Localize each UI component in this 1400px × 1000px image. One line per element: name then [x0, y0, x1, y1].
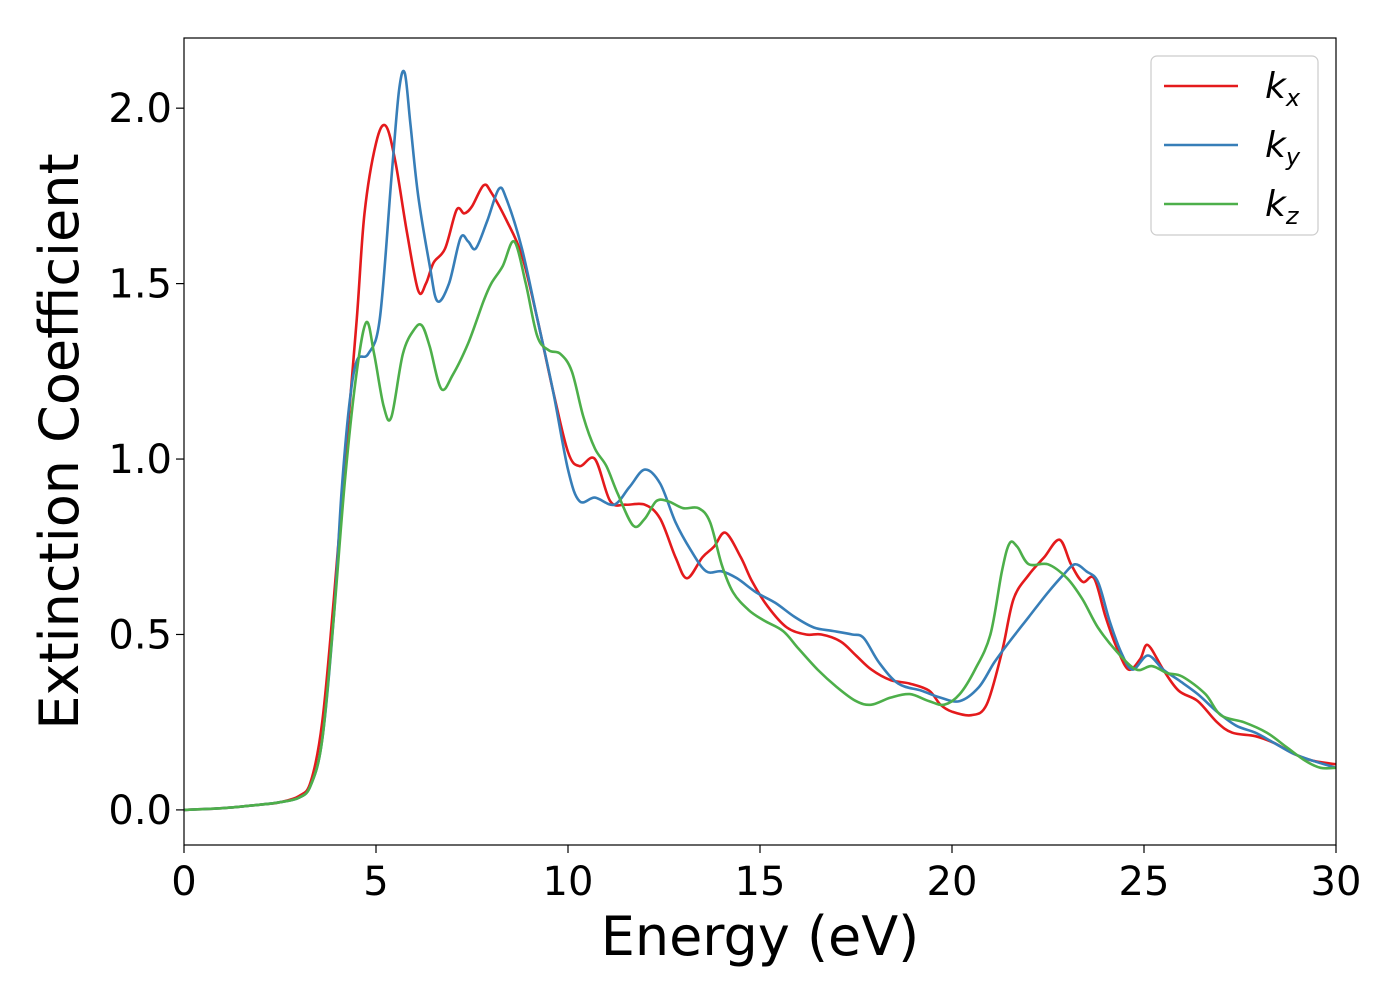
x-tick-label: 15	[735, 859, 786, 905]
legend-label-y: ky	[1265, 125, 1301, 171]
x-tick-label: 30	[1311, 859, 1362, 905]
x-tick-label: 0	[171, 859, 196, 905]
legend-label-x: kx	[1265, 66, 1301, 112]
x-axis-label: Energy (eV)	[601, 905, 920, 968]
legend-label-subscript: x	[1285, 84, 1301, 112]
x-tick-label: 20	[927, 859, 978, 905]
series-layer	[184, 69, 1336, 812]
y-axis-ticks: 0.0 0.5 1.0 1.5 2.0	[108, 86, 184, 834]
y-tick-label: 0.5	[108, 612, 172, 658]
legend-label-main: k	[1265, 125, 1288, 166]
legend-label-subscript: y	[1285, 143, 1301, 171]
legend-label-main: k	[1265, 184, 1288, 225]
legend-label-z: kz	[1265, 184, 1300, 230]
y-tick-label: 2.0	[108, 86, 172, 132]
legend-label-main: k	[1265, 66, 1288, 107]
x-tick-label: 10	[543, 859, 594, 905]
series-line-x	[184, 123, 1336, 812]
y-axis-label: Extinction Coefficient	[28, 153, 91, 729]
x-axis-ticks: 0 5 10 15 20 25 30	[171, 845, 1361, 905]
x-tick-label: 5	[363, 859, 388, 905]
y-tick-label: 1.5	[108, 262, 172, 308]
y-tick-label: 1.0	[108, 437, 172, 483]
series-line-y	[184, 69, 1336, 812]
x-tick-label: 25	[1119, 859, 1170, 905]
series-line-z	[184, 240, 1336, 812]
legend-label-subscript: z	[1285, 202, 1300, 230]
y-tick-label: 0.0	[108, 788, 172, 834]
